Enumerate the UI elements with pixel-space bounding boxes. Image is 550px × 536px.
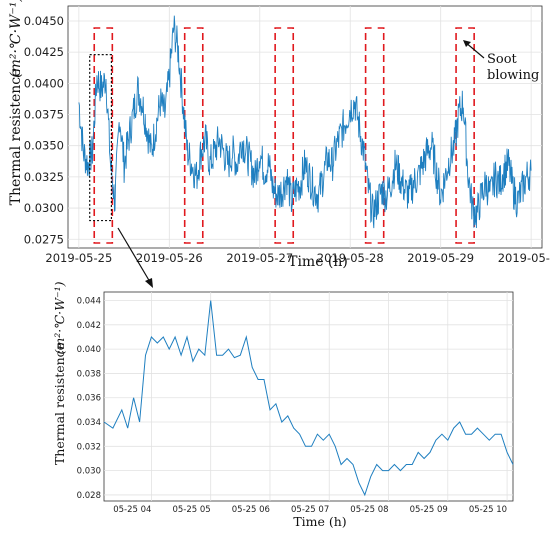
annotation-label-line2: blowing <box>487 68 539 83</box>
bottom-x-tick-label: 05-25 09 <box>410 505 448 515</box>
bottom-y-tick-label: 0.032 <box>77 442 101 452</box>
top-chart: 0.0275 0.0300 0.0325 0.0350 0.0375 0.0400 0.04… <box>8 0 550 288</box>
bottom-x-axis-label: Time (h) <box>293 514 346 529</box>
top-y-tick-label: 0.0400 <box>24 76 64 90</box>
soot-blowing-window <box>93 27 114 244</box>
annotation-label-line1: Soot <box>487 52 518 67</box>
top-y-axis-label: Thermal resistence <box>8 69 24 206</box>
bottom-plot-area <box>103 291 514 502</box>
top-y-tick-label: 0.0300 <box>24 201 64 215</box>
annotation-arrow-head <box>463 40 471 47</box>
top-y-tick-label: 0.0325 <box>24 170 64 184</box>
soot-blowing-window <box>274 27 295 244</box>
top-plot-area <box>67 5 543 249</box>
top-x-tick-label: 2019-05-30 <box>498 251 550 265</box>
top-x-tick-label: 2019-05-25 <box>45 251 112 265</box>
bottom-series-line <box>103 300 514 497</box>
zoom-connector-arrowhead <box>145 278 153 288</box>
zoom-region-box <box>89 54 113 222</box>
bottom-x-tick-label: 05-25 08 <box>350 505 388 515</box>
top-y-tick-label: 0.0375 <box>24 108 64 122</box>
bottom-x-tick-label: 05-25 06 <box>232 505 270 515</box>
bottom-y-axis-unit: (m²·℃·W⁻¹) <box>52 281 67 354</box>
bottom-x-tick-label: 05-25 05 <box>172 505 210 515</box>
bottom-y-tick-label: 0.044 <box>77 297 101 307</box>
top-y-ticks: 0.0275 0.0300 0.0325 0.0350 0.0375 0.0400 0.04… <box>24 14 64 246</box>
zoom-connector-arrow <box>117 227 151 283</box>
soot-blowing-windows <box>93 27 475 244</box>
bottom-x-tick-label: 05-25 07 <box>291 505 329 515</box>
soot-blowing-window <box>364 27 385 244</box>
top-x-tick-label: 2019-05-28 <box>317 251 384 265</box>
bottom-y-tick-label: 0.036 <box>77 394 101 404</box>
bottom-y-tick-label: 0.034 <box>77 418 101 428</box>
top-y-tick-label: 0.0450 <box>24 14 64 28</box>
soot-blowing-window <box>183 27 204 244</box>
top-x-axis-label: Time (h) <box>288 254 348 270</box>
bottom-y-axis-label-group: Thermal resistence (m²·℃·W⁻¹) <box>52 281 67 465</box>
top-y-tick-label: 0.0275 <box>24 232 64 246</box>
bottom-y-axis-label: Thermal resistence <box>52 343 67 465</box>
top-y-axis-unit: (m²·℃·W⁻¹) <box>8 0 24 78</box>
bottom-x-ticks: 05-25 04 05-25 05 05-25 06 05-25 07 05-25 08… <box>113 505 507 515</box>
top-x-tick-label: 2019-05-26 <box>136 251 203 265</box>
bottom-chart: 0.028 0.030 0.032 0.034 0.036 0.038 0.040 0.042… <box>52 281 514 529</box>
bottom-x-tick-label: 05-25 04 <box>113 505 151 515</box>
top-y-tick-label: 0.0425 <box>24 45 64 59</box>
bottom-y-tick-label: 0.038 <box>77 369 101 379</box>
bottom-y-tick-label: 0.040 <box>77 345 101 355</box>
bottom-y-ticks: 0.028 0.030 0.032 0.034 0.036 0.038 0.040 0.042… <box>77 297 101 501</box>
bottom-y-tick-label: 0.030 <box>77 467 101 477</box>
top-y-tick-label: 0.0350 <box>24 139 64 153</box>
top-x-ticks: 2019-05-25 2019-05-26 2019-05-27 2019-05-28… <box>45 251 550 265</box>
top-x-tick-label: 2019-05-29 <box>407 251 474 265</box>
bottom-y-tick-label: 0.028 <box>77 491 101 501</box>
bottom-y-tick-label: 0.042 <box>77 321 101 331</box>
bottom-x-tick-label: 05-25 10 <box>469 505 507 515</box>
top-y-axis-label-group: Thermal resistence (m²·℃·W⁻¹) <box>8 0 24 205</box>
top-gridlines <box>68 6 542 248</box>
top-series-line <box>78 15 532 229</box>
top-x-tick-label: 2019-05-27 <box>226 251 293 265</box>
